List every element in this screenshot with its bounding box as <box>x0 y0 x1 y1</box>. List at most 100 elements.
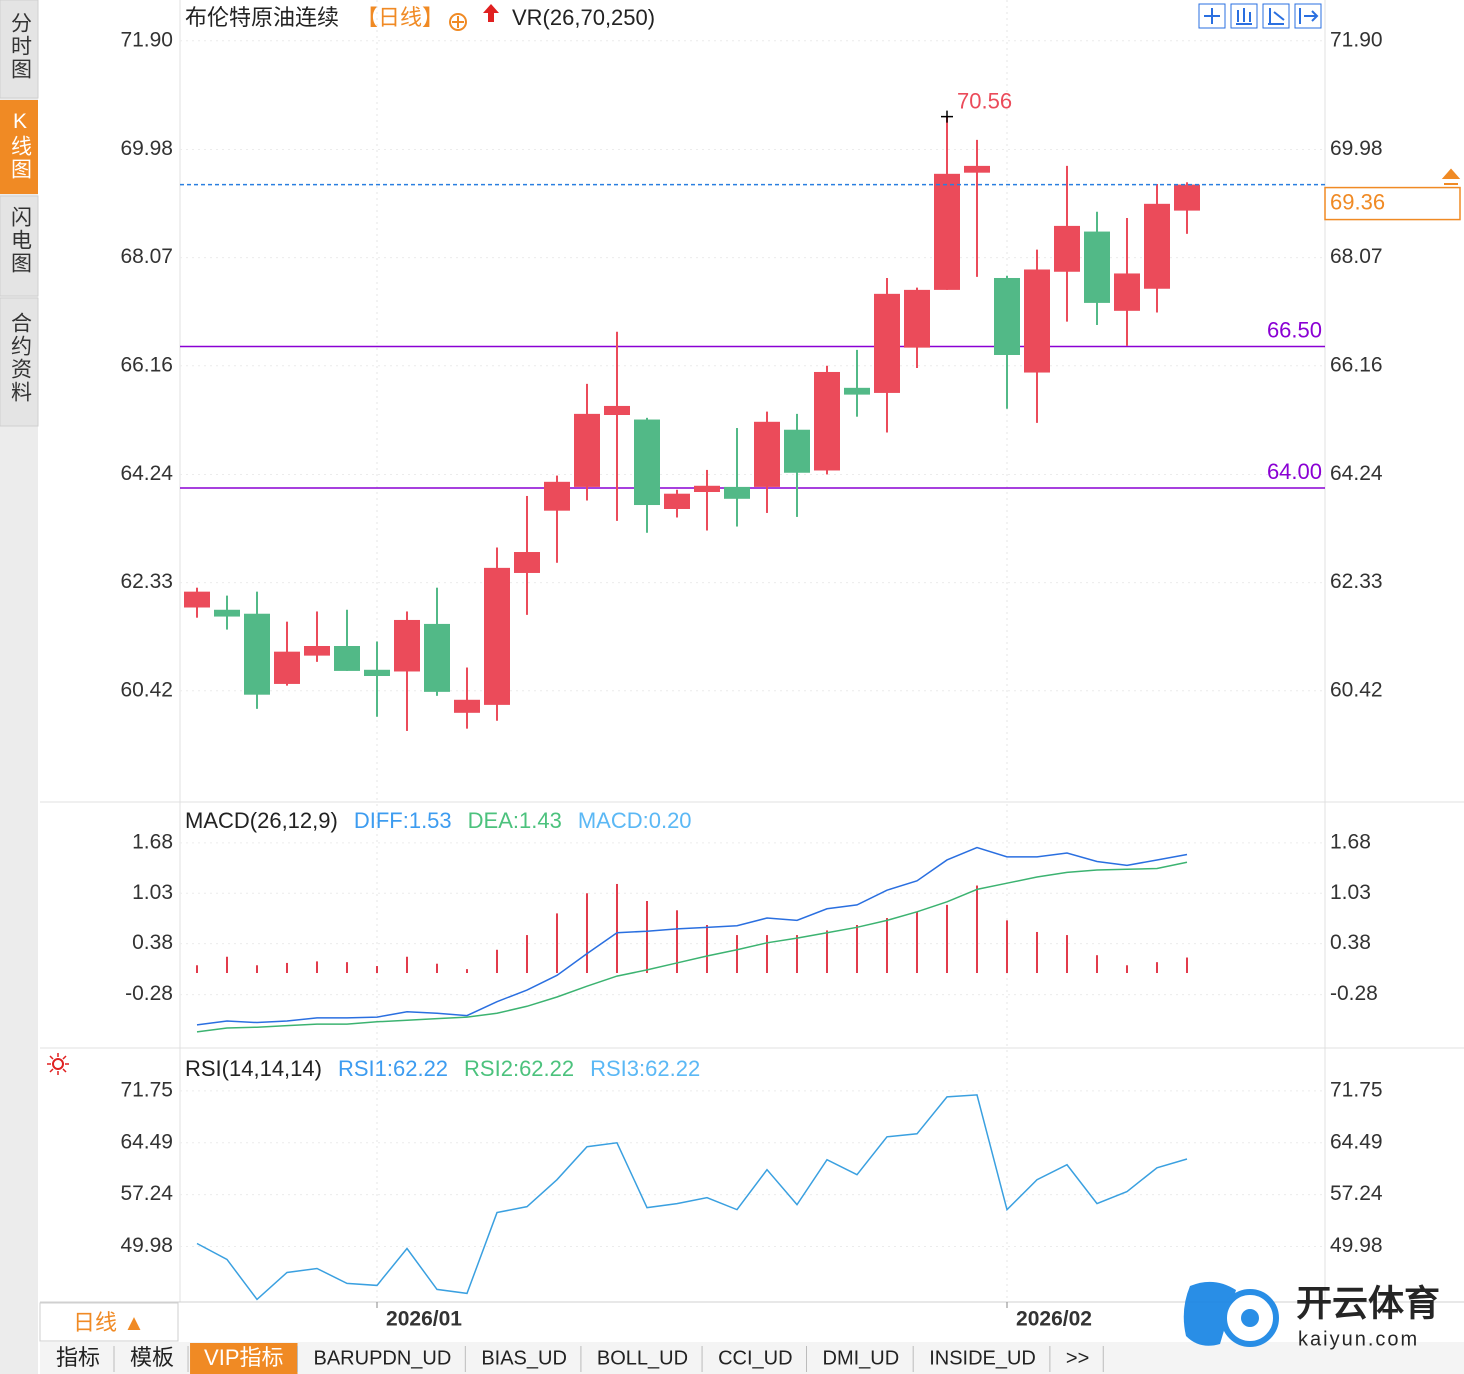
sun-icon <box>47 1053 69 1075</box>
side-tab[interactable]: K线图 <box>8 110 32 181</box>
period-button-label[interactable]: 日线 ▲ <box>73 1310 145 1335</box>
watermark-name: 开云体育 <box>1296 1283 1440 1324</box>
candle-body <box>694 485 720 493</box>
tab-row: 指标 模板 VIP指标 BARUPDN_UD BIAS_UD BOLL_UD CCI_UD D… <box>42 1343 1104 1374</box>
candle-body <box>664 493 690 509</box>
horizontal-line-label: 66.50 <box>1267 317 1322 342</box>
y-tick-label-right: 69.98 <box>1330 137 1383 160</box>
tab[interactable] <box>190 1343 298 1374</box>
y-tick-label: 49.98 <box>120 1234 173 1257</box>
tab-bg[interactable] <box>0 0 39 99</box>
candle-body <box>484 567 510 705</box>
y-tick-label-right: 60.42 <box>1330 678 1383 701</box>
tab-label[interactable]: CCI_UD <box>718 1347 792 1369</box>
sun-icon <box>47 1053 69 1075</box>
tab-label[interactable]: DMI_UD <box>823 1347 900 1369</box>
x-tick-label: 2026/02 <box>1016 1308 1092 1331</box>
legend-entry: RSI3:62.22 <box>590 1056 700 1081</box>
tab-label[interactable]: BOLL_UD <box>597 1347 688 1369</box>
tab[interactable] <box>467 1343 581 1374</box>
y-tick-label-right: 64.49 <box>1330 1130 1383 1153</box>
last-price-label: 69.36 <box>1330 189 1385 214</box>
candle-body <box>754 421 780 487</box>
legend-entry: MACD(26,12,9) <box>185 808 338 833</box>
candle-body <box>1054 225 1080 272</box>
y-tick-label: 1.03 <box>132 881 173 904</box>
period-label: 【日线】 <box>356 5 444 30</box>
tab[interactable] <box>582 1343 703 1374</box>
candle-body <box>364 669 390 677</box>
y-tick-label-right: 71.90 <box>1330 28 1383 51</box>
y-tick-label-right: 1.68 <box>1330 830 1371 853</box>
side-tab[interactable]: 闪电图 <box>8 206 31 275</box>
tab[interactable] <box>808 1343 914 1374</box>
legend-entry: MACD:0.20 <box>578 808 692 833</box>
candle-body <box>334 646 360 671</box>
candle-body <box>454 699 480 713</box>
y-tick-label-right: 1.03 <box>1330 881 1371 904</box>
y-tick-label: 64.49 <box>120 1130 173 1153</box>
legend-entry: DEA:1.43 <box>468 808 562 833</box>
horizontal-line-label: 64.00 <box>1267 459 1322 484</box>
series-line <box>196 846 1188 1026</box>
legend-entry: DIFF:1.53 <box>354 808 452 833</box>
tab-label[interactable]: 指标 <box>56 1345 100 1370</box>
tab-label[interactable]: BARUPDN_UD <box>314 1347 452 1369</box>
y-tick-label: 57.24 <box>120 1182 173 1205</box>
tab-label[interactable]: >> <box>1066 1347 1089 1369</box>
tab-label[interactable]: INSIDE_UD <box>929 1347 1036 1369</box>
period-button[interactable] <box>39 1302 179 1342</box>
up-arrow-icon <box>483 4 499 22</box>
tab[interactable] <box>116 1343 189 1374</box>
tab[interactable] <box>42 1343 115 1374</box>
candle-body <box>1114 273 1140 311</box>
tab[interactable] <box>1051 1343 1104 1374</box>
tab-bg[interactable] <box>0 195 39 297</box>
y-tick-label-right: -0.28 <box>1330 982 1378 1005</box>
tab-bg-active[interactable] <box>0 100 38 194</box>
candle-body <box>1144 203 1170 289</box>
y-tick-label: 66.16 <box>120 353 173 376</box>
logo-shape <box>1183 1281 1236 1346</box>
tab[interactable] <box>915 1343 1050 1374</box>
tool-icon <box>1268 8 1285 25</box>
price-marker-icon <box>1441 168 1461 185</box>
y-tick-label: 68.07 <box>120 245 173 268</box>
candle-body <box>1024 269 1050 373</box>
candle-body <box>1084 231 1110 303</box>
tab-label[interactable]: VIP指标 <box>204 1345 283 1370</box>
legend-entry: RSI(14,14,14) <box>185 1056 322 1081</box>
high-marker <box>941 110 953 123</box>
x-tick-label: 2026/01 <box>386 1308 462 1331</box>
tab[interactable] <box>299 1343 466 1374</box>
candle-body <box>814 371 840 471</box>
legend-entry: RSI2:62.22 <box>464 1056 574 1081</box>
y-tick-label: 0.38 <box>132 931 173 954</box>
candle-body <box>904 289 930 348</box>
watermark-site: kaiyun.com <box>1298 1328 1419 1350</box>
candle-body <box>844 387 870 395</box>
y-tick-label-right: 66.16 <box>1330 353 1383 376</box>
tab-label[interactable]: 模板 <box>130 1345 174 1370</box>
candle-body <box>304 646 330 656</box>
add-icon[interactable] <box>449 13 467 31</box>
side-tab[interactable]: 合约资料 <box>8 312 32 404</box>
y-tick-label: 71.75 <box>120 1078 173 1101</box>
y-tick-label: 60.42 <box>120 678 173 701</box>
chart-title: 布伦特原油连续 <box>185 5 339 30</box>
indicator-label: VR(26,70,250) <box>512 5 655 30</box>
candle-body <box>274 651 300 684</box>
tool-icon <box>1236 8 1252 25</box>
tab[interactable] <box>704 1343 807 1374</box>
side-tab[interactable]: 分时图 <box>8 12 32 81</box>
last-price-box <box>1324 186 1461 221</box>
toolbar <box>1198 3 1322 29</box>
tab-bg[interactable] <box>0 297 39 427</box>
watermark: 开云体育 kaiyun.com <box>1183 1281 1440 1350</box>
candle-body <box>934 173 960 290</box>
y-tick-label-right: 68.07 <box>1330 245 1383 268</box>
candle-body <box>184 591 210 608</box>
candle-body <box>574 413 600 487</box>
tab-label[interactable]: BIAS_UD <box>481 1347 567 1369</box>
